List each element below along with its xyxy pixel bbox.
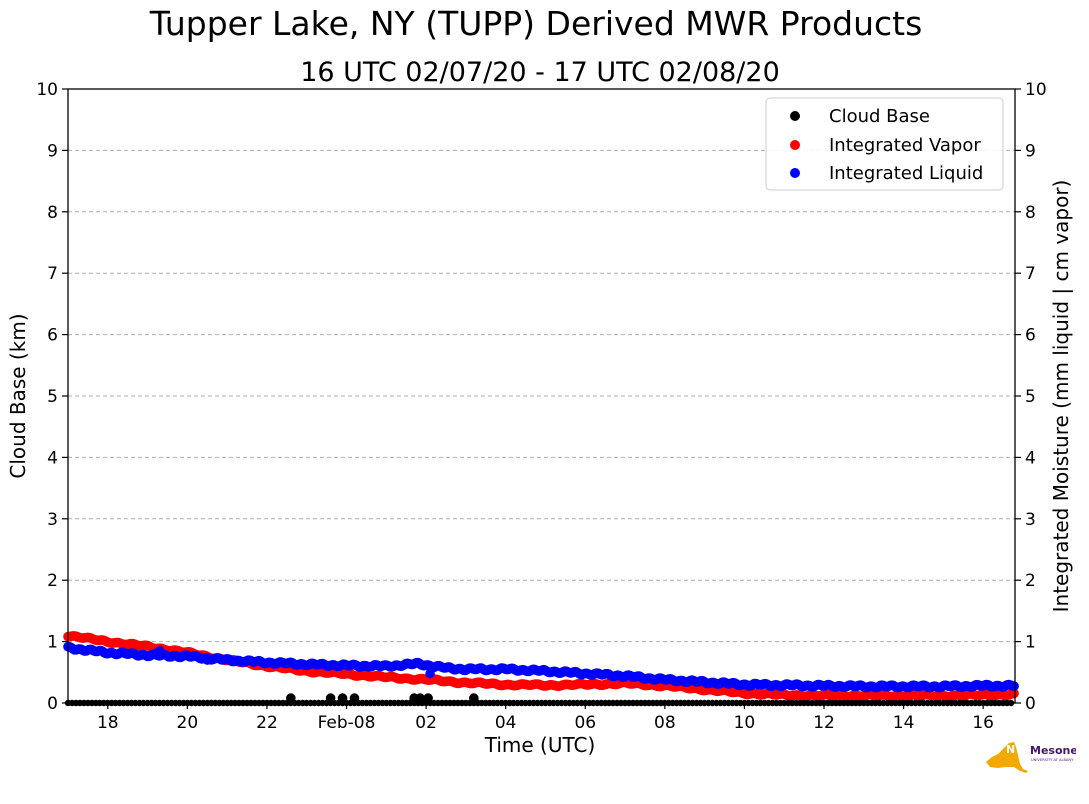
y-tick-label-right: 4: [1025, 448, 1036, 468]
cloud-base-point: [337, 693, 348, 703]
liquid-point: [1009, 681, 1019, 691]
x-tick-label: 20: [177, 713, 199, 733]
y-tick-label-left: 2: [47, 571, 58, 591]
nys-mesonet-logo: NYS Mesonet UNIVERSITY AT ALBANY: [986, 742, 1076, 773]
y-tick-label-left: 7: [47, 264, 58, 284]
chart-title: Tupper Lake, NY (TUPP) Derived MWR Produ…: [149, 4, 923, 43]
legend-marker-cloud-base: [790, 111, 800, 121]
legend-marker-integrated-vapor: [790, 140, 800, 150]
y-tick-label-right: 5: [1025, 387, 1036, 407]
y-tick-label-left: 5: [47, 387, 58, 407]
y-axis-right-label: Integrated Moisture (mm liquid | cm vapo…: [1049, 180, 1073, 613]
svg-text:UNIVERSITY AT ALBANY: UNIVERSITY AT ALBANY: [1031, 758, 1074, 762]
y-tick-label-right: 0: [1025, 694, 1036, 714]
cloud-base-point: [469, 693, 479, 703]
y-tick-label-left: 9: [47, 141, 58, 161]
legend-label-integrated-liquid: Integrated Liquid: [829, 163, 983, 184]
liquid-point: [425, 668, 435, 679]
x-tick-label: 02: [415, 713, 437, 733]
x-tick-label: 22: [256, 713, 278, 733]
y-tick-label-left: 4: [47, 448, 58, 468]
y-tick-label-left: 10: [36, 80, 58, 100]
legend-label-integrated-vapor: Integrated Vapor: [829, 135, 981, 156]
x-tick-label: 10: [734, 713, 756, 733]
cloud-base-point: [423, 693, 433, 703]
x-tick-label: 04: [495, 713, 517, 733]
svg-text:Mesonet: Mesonet: [1030, 744, 1076, 757]
y-tick-label-right: 9: [1025, 141, 1036, 161]
y-tick-label-left: 3: [47, 510, 58, 530]
x-tick-label: 18: [97, 713, 119, 733]
x-tick-label: 16: [972, 713, 994, 733]
y-tick-label-right: 7: [1025, 264, 1036, 284]
y-tick-label-right: 8: [1025, 203, 1036, 223]
x-tick-label: Feb-08: [318, 713, 376, 733]
vapor-point: [1009, 688, 1019, 699]
legend-label-cloud-base: Cloud Base: [829, 106, 930, 127]
cloud-base-point: [415, 693, 425, 703]
legend-marker-integrated-liquid: [790, 168, 800, 178]
liquid-point: [154, 646, 165, 656]
cloud-base-point: [286, 693, 296, 703]
legend: Cloud Base Integrated Vapor Integrated L…: [765, 97, 1004, 191]
legend-box: [765, 97, 1004, 191]
y-tick-label-left: 6: [47, 326, 58, 346]
grid-lines: [68, 149, 1015, 643]
plot-data: [63, 631, 1019, 707]
y-tick-label-right: 6: [1025, 326, 1036, 346]
liquid-point: [202, 655, 213, 665]
x-axis-label: Time (UTC): [484, 733, 596, 757]
y-tick-label-left: 0: [47, 694, 58, 714]
svg-text:NYS: NYS: [1006, 743, 1031, 756]
y-tick-label-left: 1: [47, 633, 58, 653]
x-tick-label: 12: [813, 713, 835, 733]
x-tick-label: 08: [654, 713, 676, 733]
x-tick-label: 06: [574, 713, 596, 733]
x-tick-label: 14: [893, 713, 915, 733]
chart-subtitle: 16 UTC 02/07/20 - 17 UTC 02/08/20: [300, 57, 780, 88]
cloud-base-point: [325, 693, 336, 703]
y-tick-label-right: 10: [1025, 80, 1047, 100]
cloud-base-point: [349, 693, 360, 703]
y-tick-label-right: 3: [1025, 510, 1036, 530]
y-tick-label-left: 8: [47, 203, 58, 223]
nys-state-shape-icon: [986, 742, 1028, 773]
y-axis-left-label: Cloud Base (km): [6, 313, 30, 478]
y-tick-label-right: 1: [1025, 633, 1036, 653]
y-tick-label-right: 2: [1025, 571, 1036, 591]
